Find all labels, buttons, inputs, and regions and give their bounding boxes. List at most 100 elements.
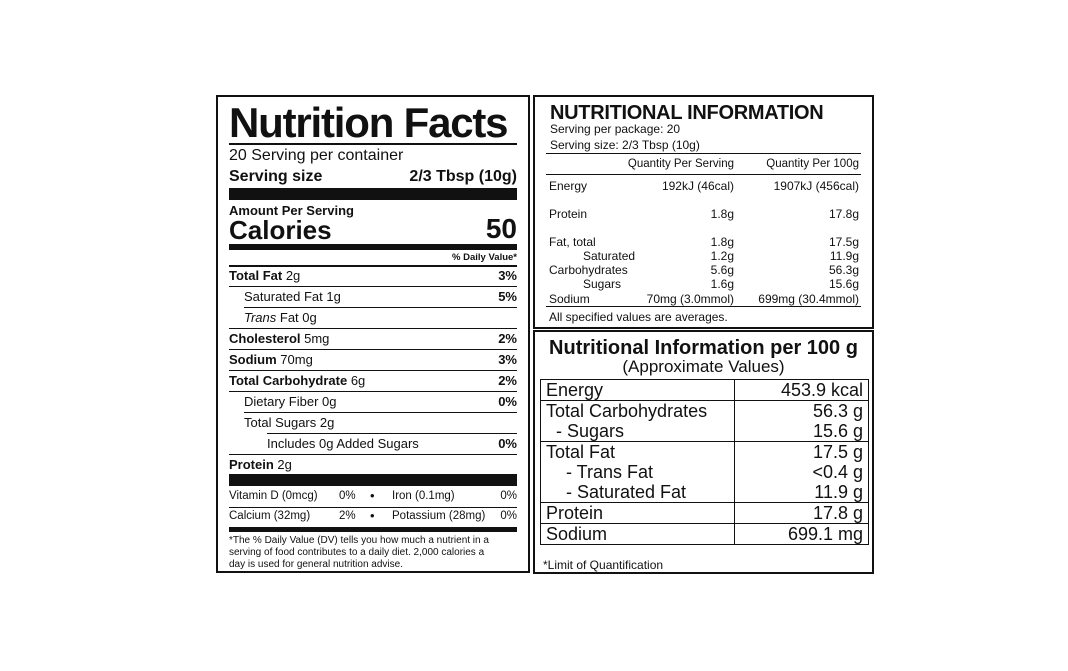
serving-size-value: 2/3 Tbsp (10g): [409, 168, 517, 185]
vitamin-dv: 0%: [500, 490, 517, 502]
row-value: 17.8 g: [812, 503, 863, 523]
averages-note: All specified values are averages.: [549, 310, 728, 324]
footnote-line: *The % Daily Value (DV) tells you how mu…: [229, 535, 489, 546]
row-value: 699.1 mg: [787, 524, 863, 544]
row-label: Sodium: [546, 524, 608, 544]
nutrient-name: Cholesterol: [229, 331, 301, 346]
per-100g-title: Nutritional Information per 100 g: [549, 337, 858, 359]
nutrient-row: Protein 2g: [229, 458, 292, 471]
divider: [229, 507, 517, 508]
nutrient-name: Dietary Fiber 0g: [244, 394, 337, 409]
nutrient-amount: 70mg: [276, 352, 313, 367]
row-value: 453.9 kcal: [780, 380, 863, 400]
column-header-per-serving: Quantity Per Serving: [627, 158, 734, 170]
divider: [229, 349, 517, 350]
loq-footnote: *Limit of Quantification: [543, 558, 664, 572]
row-label: Protein: [546, 503, 604, 523]
nutrient-name: Sodium: [229, 352, 277, 367]
divider: [244, 412, 517, 413]
table-cell-label: Sodium: [540, 523, 735, 545]
bullet-icon: •: [370, 488, 375, 503]
divider: [229, 391, 517, 392]
row-label: Total Fat: [546, 442, 616, 462]
divider: [229, 265, 517, 267]
table-row: Protein 17.8 g: [540, 502, 869, 524]
thick-divider: [229, 188, 517, 200]
nutrient-name: Protein: [229, 457, 274, 472]
nutrient-label: Energy: [549, 179, 588, 193]
nutrition-facts-panel: Nutrition Facts 20 Serving per container…: [216, 95, 530, 573]
nutrient-amount: 6g: [347, 373, 366, 388]
bullet-icon: •: [370, 508, 375, 523]
nutrient-name: Total Fat: [229, 268, 283, 283]
value-per-100g: 699mg (30.4mmol): [758, 292, 859, 306]
nutrition-facts-title: Nutrition Facts: [229, 99, 509, 146]
nutrient-label: Sugars: [583, 277, 622, 291]
nutrient-name: Total Sugars 2g: [244, 415, 335, 430]
nutrient-name: Saturated Fat 1g: [244, 289, 341, 304]
divider: [229, 370, 517, 371]
nutrient-label: Fat, total: [549, 235, 596, 249]
nutrient-name: Includes 0g Added Sugars: [267, 436, 419, 451]
nutrient-row: Trans Fat 0g: [244, 311, 317, 324]
servings-per-container: 20 Serving per container: [229, 147, 404, 164]
table-cell-label: Energy: [540, 379, 735, 401]
value-per-100g: 15.6g: [828, 277, 859, 291]
nutrient-name: Total Carbohydrate: [229, 373, 348, 388]
table-row: Total Carbohydrates - Sugars 56.3 g 15.6…: [540, 400, 869, 442]
row-value: 56.3 g: [812, 401, 863, 421]
table-cell-value: 17.5 g <0.4 g 11.9 g: [734, 441, 869, 503]
table-cell-value: 17.8 g: [734, 502, 869, 524]
nutrient-label: Protein: [549, 207, 588, 221]
row-value: 15.6 g: [812, 421, 863, 441]
value-per-100g: 56.3g: [828, 263, 859, 277]
nutrient-row: Total Fat 2g: [229, 269, 300, 282]
footnote-line: serving of food contributes to a daily d…: [229, 547, 485, 558]
column-header-per-100g: Quantity Per 100g: [766, 158, 859, 170]
value-per-100g: 17.8g: [828, 207, 859, 221]
row-label: Total Carbohydrates: [546, 401, 708, 421]
nutrient-dv: 2%: [498, 331, 517, 346]
nutrient-row: Sodium 70mg: [229, 353, 313, 366]
divider: [546, 153, 861, 154]
value-per-100g: 11.9g: [829, 249, 859, 263]
nutritional-information-title: NUTRITIONAL INFORMATION: [550, 102, 824, 124]
row-sublabel: - Sugars: [546, 421, 625, 441]
nutrient-label: Sodium: [549, 292, 590, 306]
row-value: <0.4 g: [812, 462, 863, 482]
row-sublabel: - Saturated Fat: [546, 482, 687, 502]
value-per-100g: 17.5g: [828, 235, 859, 249]
vitamin-name: Potassium (28mg): [392, 510, 486, 522]
vitamin-dv: 0%: [500, 510, 517, 522]
table-cell-value: 453.9 kcal: [734, 379, 869, 401]
vitamin-name: Calcium (32mg): [229, 510, 311, 522]
table-row: Energy 453.9 kcal: [540, 379, 869, 401]
serving-size-label: Serving size: [229, 168, 323, 185]
value-per-serving: 5.6g: [710, 263, 734, 277]
nutrient-dv: 3%: [498, 268, 517, 283]
calories-value: 50: [485, 213, 517, 244]
per-100g-subtitle: (Approximate Values): [622, 357, 785, 376]
nutrient-dv: 0%: [498, 436, 517, 451]
calories-label: Calories: [229, 215, 332, 245]
divider: [229, 328, 517, 329]
table-row: Sodium 699.1 mg: [540, 523, 869, 545]
servings-per-package: Serving per package: 20: [550, 122, 681, 136]
table-row: Total Fat - Trans Fat - Saturated Fat 17…: [540, 441, 869, 503]
daily-value-header: % Daily Value*: [452, 252, 517, 263]
table-cell-value: 699.1 mg: [734, 523, 869, 545]
value-per-serving: 1.6g: [710, 277, 734, 291]
table-cell-label: Total Fat - Trans Fat - Saturated Fat: [540, 441, 735, 503]
serving-size: Serving size: 2/3 Tbsp (10g): [550, 138, 700, 152]
value-per-serving: 192kJ (46cal): [661, 179, 734, 193]
footnote-line: day is used for general nutrition advise…: [229, 559, 403, 570]
per-100g-panel: Nutritional Information per 100 g (Appro…: [533, 330, 874, 574]
nutrient-dv: 5%: [498, 289, 517, 304]
nutrient-amount: 5mg: [300, 331, 330, 346]
vitamin-dv: 0%: [339, 490, 356, 502]
nutrient-row: Cholesterol 5mg: [229, 332, 329, 345]
row-value: 17.5 g: [812, 442, 863, 462]
per-100g-table: Energy 453.9 kcal Total Carbohydrates - …: [540, 379, 869, 545]
divider: [229, 143, 517, 145]
table-cell-label: Total Carbohydrates - Sugars: [540, 400, 735, 442]
